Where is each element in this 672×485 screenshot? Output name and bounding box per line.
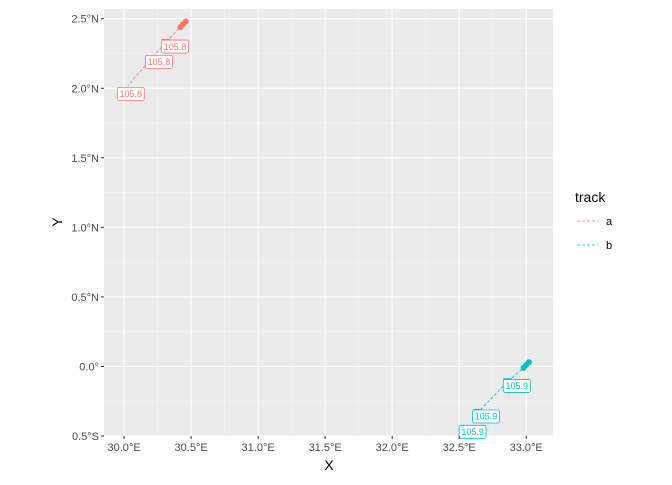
data-label-box-b: [472, 409, 500, 424]
data-label-b: 105.9: [475, 412, 498, 422]
data-label-a: 105.8: [164, 42, 187, 52]
data-label-box-b: [458, 424, 487, 439]
data-label-a: 105.8: [120, 89, 143, 99]
series-labels: 105.8 105.8 105.8 105.9 105.9 105.9: [116, 39, 531, 439]
data-label-b: 105.9: [506, 381, 529, 391]
y-tick-label: 0.5°N: [71, 292, 99, 304]
x-axis-ticks: 30.0°E 30.5°E 31.0°E 31.5°E 32.0°E 32.5°E 33.0…: [108, 436, 543, 454]
y-tick-label: 2.5°N: [71, 14, 99, 26]
y-axis-ticks: 0.5°S 0.0° 0.5°N 1.0°N 1.5°N 2.0°N 2.5°N: [71, 14, 104, 443]
legend-label-a: a: [606, 216, 613, 228]
x-tick-label: 30.5°E: [175, 442, 208, 454]
data-label-b: 105.9: [461, 427, 484, 437]
legend: track ab: [575, 189, 613, 252]
legend-items: ab: [577, 216, 613, 252]
data-label-box-a: [161, 39, 189, 54]
track-point-a: [177, 24, 184, 31]
x-tick-label: 31.0°E: [242, 442, 275, 454]
y-axis-title: Y: [49, 217, 65, 227]
legend-label-b: b: [606, 240, 612, 252]
data-label-box-b: [502, 379, 531, 393]
grid-minor: [104, 9, 553, 436]
data-label-box-a: [145, 54, 173, 69]
x-axis-title: X: [324, 457, 334, 473]
y-tick-label: 0.5°S: [72, 431, 99, 443]
grid-major: [104, 9, 553, 437]
x-tick-label: 30.0°E: [108, 442, 141, 454]
data-label-a: 105.8: [148, 57, 171, 67]
y-tick-label: 0.0°: [79, 361, 99, 373]
x-tick-label: 32.0°E: [376, 442, 409, 454]
y-tick-label: 1.0°N: [71, 222, 99, 234]
y-tick-label: 2.0°N: [71, 83, 99, 95]
x-tick-label: 31.5°E: [309, 442, 342, 454]
plot-panel: [104, 9, 553, 436]
y-tick-label: 1.5°N: [71, 153, 99, 165]
track-point-b: [520, 364, 527, 371]
x-tick-label: 32.5°E: [443, 442, 476, 454]
data-label-box-a: [116, 86, 145, 101]
legend-title: track: [575, 189, 606, 205]
x-tick-label: 33.0°E: [510, 442, 543, 454]
